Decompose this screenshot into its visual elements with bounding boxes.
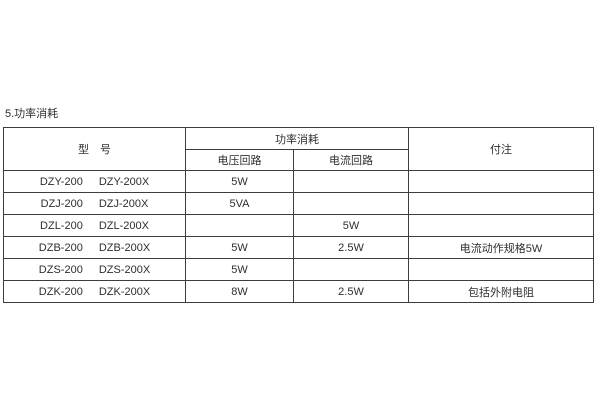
current-circuit-cell: 2.5W — [293, 280, 409, 303]
voltage-circuit-cell: 5W — [185, 170, 294, 193]
model-names: DZL-200 DZL-200X — [5, 219, 185, 232]
model-name: DZJ-200 — [40, 197, 83, 210]
model-name: DZK-200X — [98, 285, 151, 298]
table-row-dzb: DZB-200 DZB-200X 5W 2.5W 电流动作规格5W — [3, 236, 594, 259]
note-cell — [408, 192, 594, 215]
current-circuit-cell: 5W — [293, 214, 409, 237]
table-row-dzj: DZJ-200 DZJ-200X 5VA — [3, 192, 594, 215]
table-row-dzk: DZK-200 DZK-200X 8W 2.5W 包括外附电阻 — [3, 280, 594, 303]
model-name: DZY-200X — [98, 175, 150, 188]
model-name: DZJ-200X — [98, 197, 149, 210]
model-cell: DZB-200 DZB-200X — [3, 236, 186, 259]
model-name: DZL-200X — [98, 219, 149, 232]
model-name: DZS-200 — [38, 263, 83, 276]
model-name: DZY-200 — [39, 175, 83, 188]
voltage-circuit-cell — [185, 214, 294, 237]
table-row-dzs: DZS-200 DZS-200X 5W — [3, 258, 594, 281]
model-cell: DZL-200 DZL-200X — [3, 214, 186, 237]
voltage-circuit-cell: 5W — [185, 236, 294, 259]
note-cell: 电流动作规格5W — [408, 236, 594, 259]
model-cell: DZJ-200 DZJ-200X — [3, 192, 186, 215]
current-circuit-cell — [293, 170, 409, 193]
model-name: DZK-200 — [38, 285, 83, 298]
model-names: DZS-200 DZS-200X — [5, 263, 185, 276]
model-name: DZL-200 — [40, 219, 83, 232]
header-power-group: 功率消耗 — [185, 127, 409, 150]
note-cell: 包括外附电阻 — [408, 280, 594, 303]
model-name: DZB-200 — [38, 241, 83, 254]
model-names: DZY-200 DZY-200X — [5, 175, 185, 188]
voltage-circuit-cell: 5VA — [185, 192, 294, 215]
table-row-dzy: DZY-200 DZY-200X 5W — [3, 170, 594, 193]
model-name: DZS-200X — [98, 263, 151, 276]
note-cell — [408, 170, 594, 193]
model-cell: DZK-200 DZK-200X — [3, 280, 186, 303]
table-row-dzl: DZL-200 DZL-200X 5W — [3, 214, 594, 237]
model-names: DZJ-200 DZJ-200X — [5, 197, 185, 210]
note-cell — [408, 214, 594, 237]
header-voltage-circuit: 电压回路 — [185, 149, 294, 171]
model-cell: DZS-200 DZS-200X — [3, 258, 186, 281]
model-cell: DZY-200 DZY-200X — [3, 170, 186, 193]
power-consumption-table: 型 号 功率消耗 付注 电压回路 电流回路 DZY-200 DZY-200X 5… — [3, 127, 594, 303]
note-cell — [408, 258, 594, 281]
header-model: 型 号 — [3, 127, 186, 171]
header-notes: 付注 — [408, 127, 594, 171]
header-current-circuit: 电流回路 — [293, 149, 409, 171]
model-names: DZB-200 DZB-200X — [5, 241, 185, 254]
header-row-top: 型 号 功率消耗 付注 — [3, 127, 594, 171]
current-circuit-cell: 2.5W — [293, 236, 409, 259]
model-names: DZK-200 DZK-200X — [5, 285, 185, 298]
model-name: DZB-200X — [98, 241, 151, 254]
voltage-circuit-cell: 5W — [185, 258, 294, 281]
voltage-circuit-cell: 8W — [185, 280, 294, 303]
current-circuit-cell — [293, 192, 409, 215]
section-title: 5.功率消耗 — [5, 108, 59, 120]
current-circuit-cell — [293, 258, 409, 281]
